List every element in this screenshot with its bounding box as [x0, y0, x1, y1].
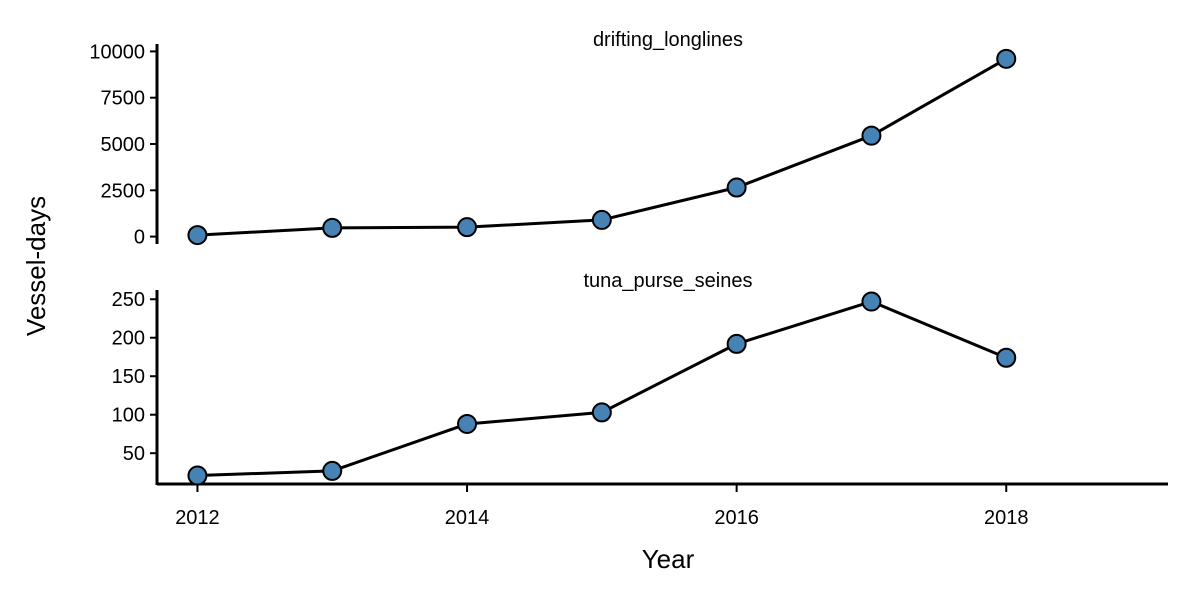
data-point-2014 [457, 217, 478, 238]
y-tick-label: 150 [112, 366, 145, 388]
data-point-2016 [726, 177, 747, 198]
data-point-2015 [591, 402, 612, 423]
x-tick-label: 2016 [714, 507, 759, 529]
facet-title-drifting-longlines: drifting_longlines [593, 29, 743, 51]
y-tick-label: 2500 [101, 180, 146, 202]
y-tick-label: 250 [112, 289, 145, 311]
y-tick-label: 200 [112, 328, 145, 350]
x-ticks: 2012 2014 2016 2018 [175, 484, 1028, 529]
y-tick-label: 10000 [89, 41, 145, 63]
y-axis-title: Vessel-days [21, 196, 51, 336]
data-point-2013 [322, 460, 343, 481]
y-tick-label: 100 [112, 405, 145, 427]
x-axis-title: Year [642, 544, 695, 574]
y-tick-label: 0 [134, 227, 145, 249]
y-tick-label: 5000 [101, 134, 146, 156]
y-tick-label: 7500 [101, 88, 146, 110]
y-tick-label: 50 [123, 443, 145, 465]
data-point-2013 [322, 217, 343, 238]
series-line [197, 300, 1007, 478]
x-tick-label: 2014 [445, 507, 490, 529]
x-tick-label: 2018 [984, 507, 1029, 529]
y-ticks-drifting-longlines: 0 2500 5000 7500 10000 [89, 41, 157, 249]
data-point-2018 [996, 347, 1017, 368]
facet-title-tuna-purse-seines: tuna_purse_seines [583, 270, 752, 292]
data-point-2017 [861, 291, 882, 312]
series-line [197, 57, 1007, 237]
data-point-2012 [187, 465, 208, 486]
data-point-2014 [457, 413, 478, 434]
data-point-2017 [861, 125, 882, 146]
data-point-2015 [591, 209, 612, 230]
x-tick-label: 2012 [175, 507, 220, 529]
data-point-2016 [726, 333, 747, 354]
series-drifting-longlines [187, 48, 1017, 246]
y-ticks-tuna-purse-seines: 50 100 150 200 250 [112, 289, 157, 465]
data-point-2012 [187, 225, 208, 246]
series-tuna-purse-seines [187, 291, 1017, 486]
panel-drifting-longlines: drifting_longlines 0 2500 5000 7500 10000 [89, 29, 1017, 249]
data-point-2018 [996, 48, 1017, 69]
